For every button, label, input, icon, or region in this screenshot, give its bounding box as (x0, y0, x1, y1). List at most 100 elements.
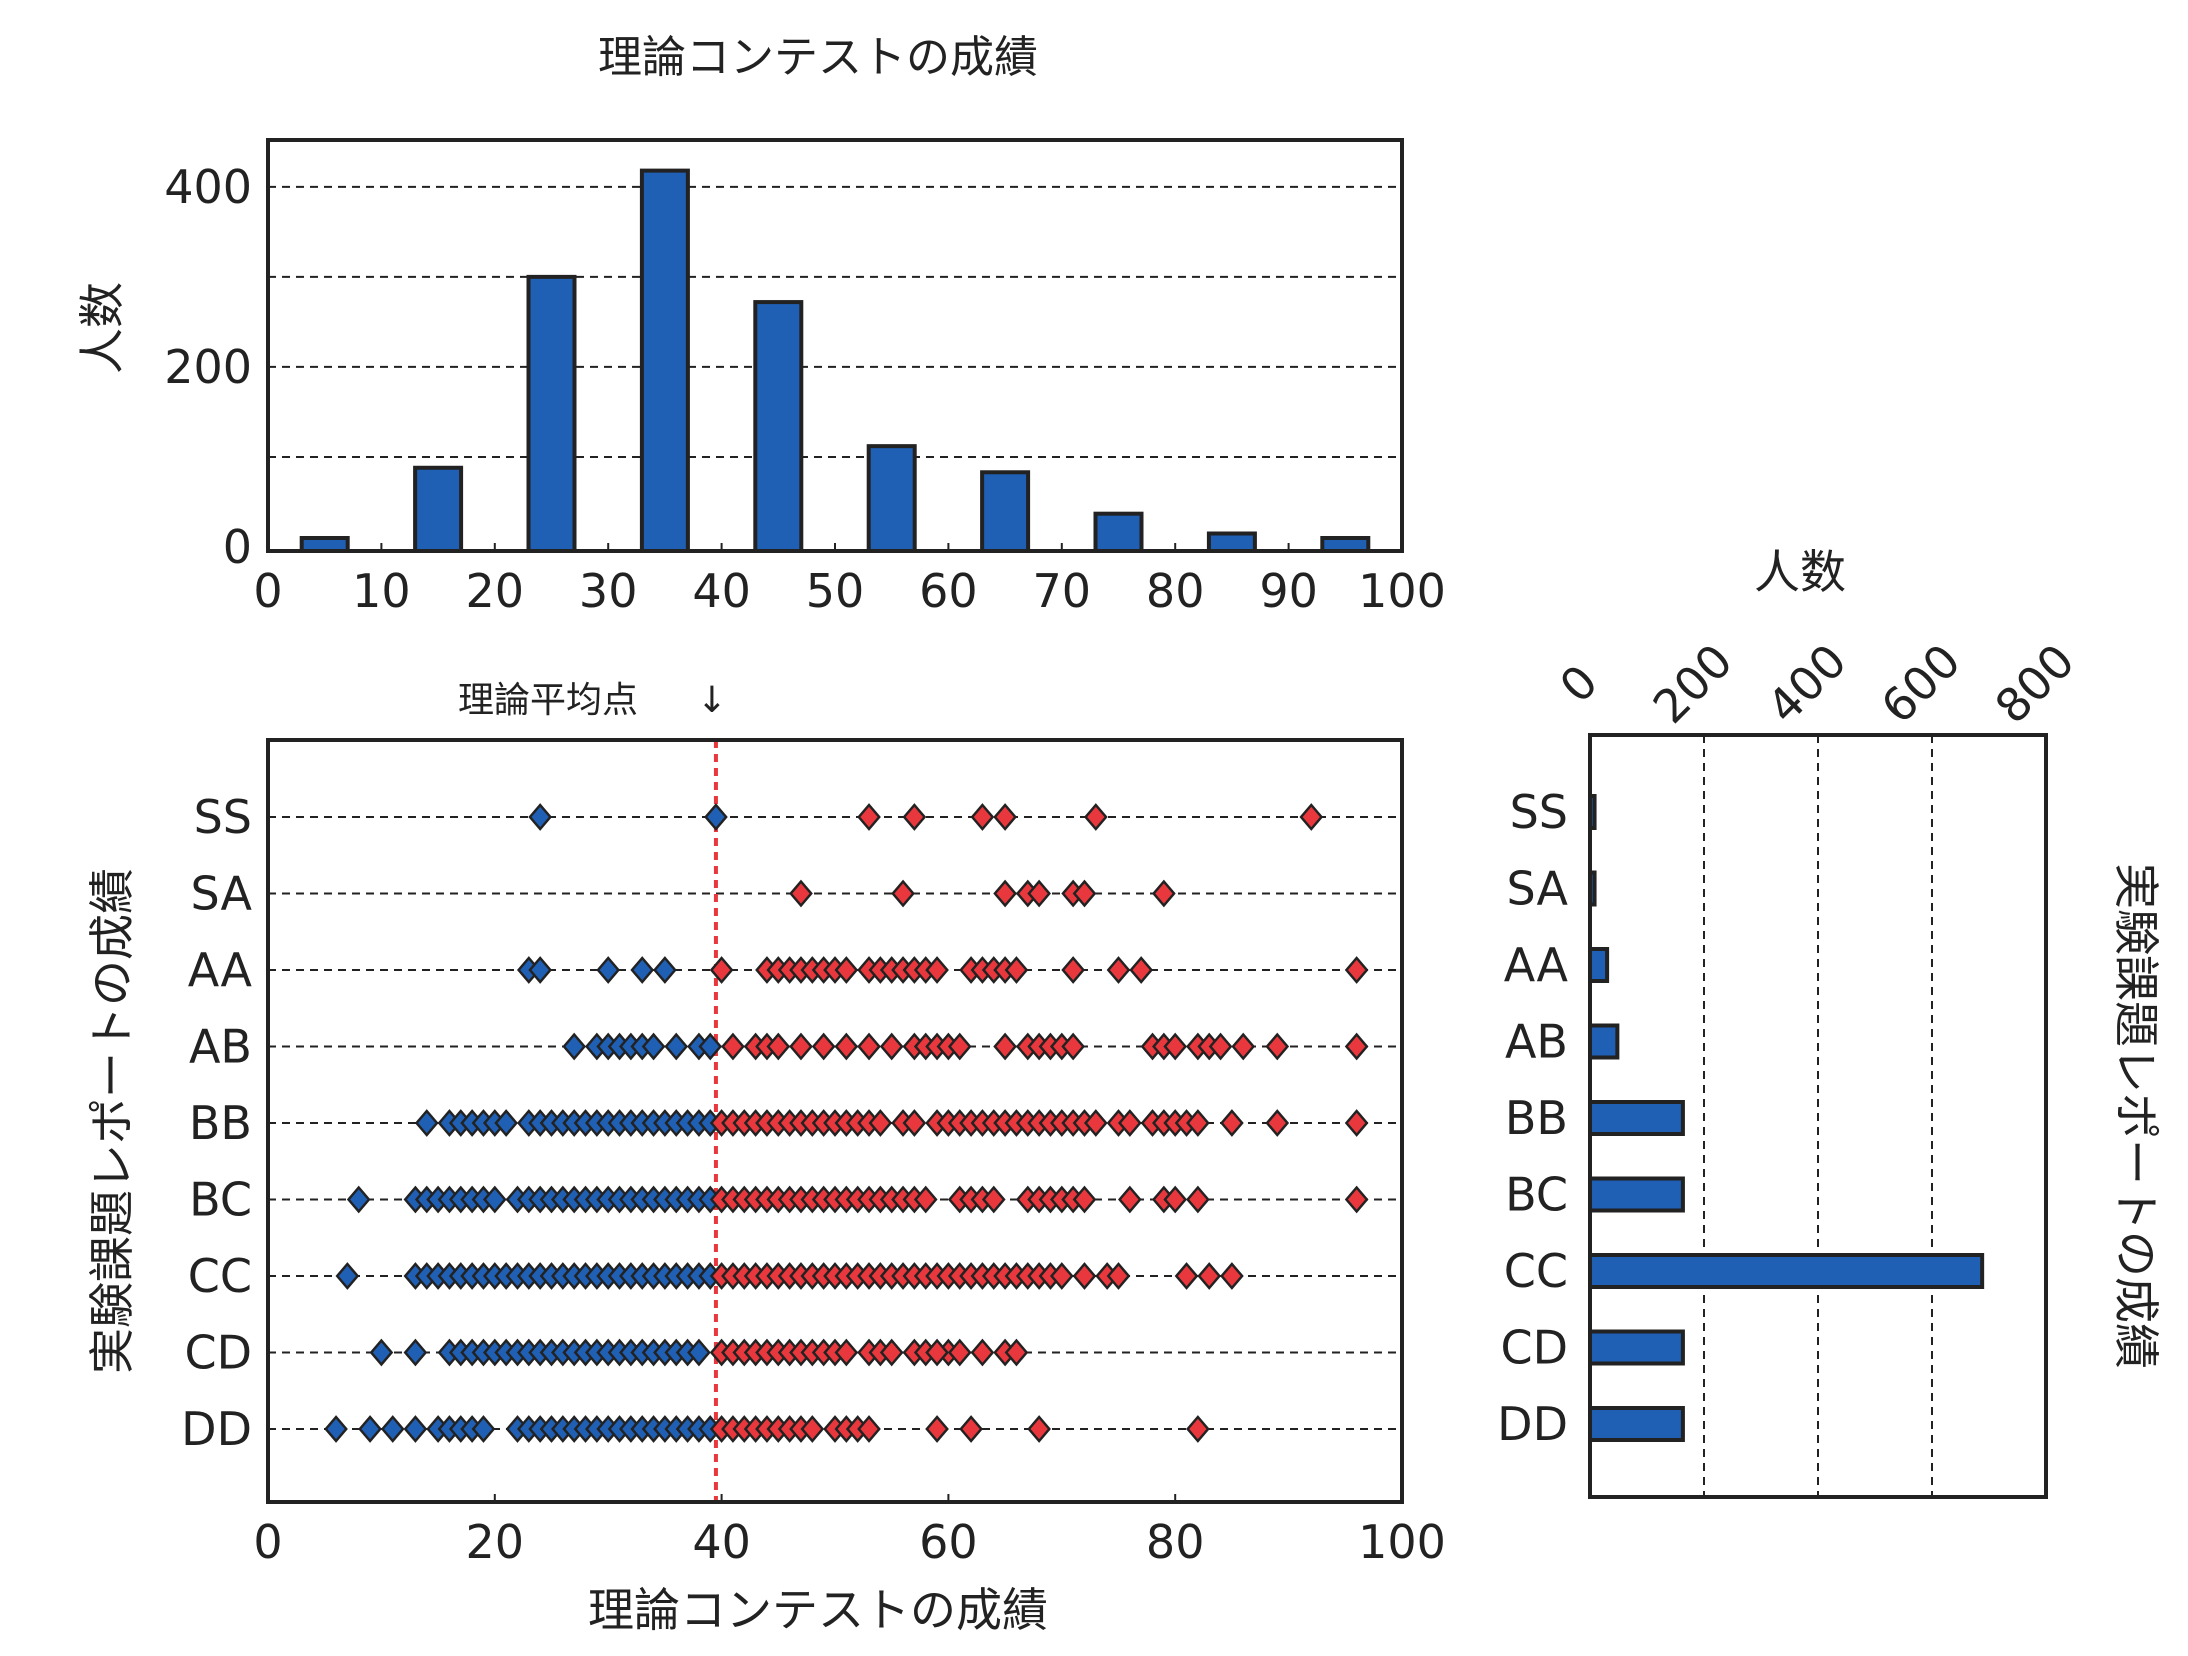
scatter-point (913, 1185, 938, 1214)
scatter-point (721, 1032, 745, 1061)
scatter-point (879, 1032, 904, 1061)
histogram-xtick-label: 100 (1358, 564, 1446, 618)
scatter-point (1220, 1262, 1244, 1290)
mean-arrow: ↓ (697, 680, 727, 721)
report-count-bar (1588, 1100, 1685, 1136)
histogram-bar (526, 274, 577, 553)
report-count-category-label: CD (1500, 1321, 1568, 1375)
scatter-point (1186, 1109, 1210, 1137)
report-count-category-label: BC (1505, 1168, 1568, 1222)
scatter-point (993, 1032, 1017, 1061)
scatter-points (324, 803, 1369, 1443)
histogram-xtick-label: 30 (579, 564, 638, 618)
scatter-point (1220, 1109, 1244, 1137)
scatter-point (482, 1185, 507, 1214)
histogram-chart: 理論コンテストの成績 人数 0 10 20 30 40 50 60 70 80 90 100 0 20… (75, 32, 1446, 618)
report-count-bar (1588, 947, 1610, 983)
scatter-point (1152, 879, 1176, 908)
scatter-point (857, 1415, 881, 1443)
scatter-point (562, 1032, 587, 1061)
scatter-point (528, 803, 553, 831)
scatter-point (403, 1415, 428, 1443)
histogram-xticks: 0 10 20 30 40 50 60 70 80 90 100 (253, 543, 1446, 618)
scatter-xtick-label: 0 (253, 1515, 282, 1569)
report-count-xtick-label: 200 (1643, 634, 1743, 734)
scatter-category-label: AB (189, 1020, 252, 1074)
scatter-point (947, 1338, 972, 1367)
scatter-point (902, 803, 927, 831)
scatter-point (403, 1338, 428, 1367)
report-count-bar (1588, 1023, 1620, 1060)
histogram-ylabel: 人数 (75, 282, 129, 374)
scatter-point (834, 956, 859, 984)
histogram-bar (753, 300, 804, 553)
scatter-point (358, 1415, 382, 1443)
scatter-point (925, 1338, 949, 1367)
scatter-point (664, 1032, 689, 1061)
scatter-point (1163, 1185, 1188, 1214)
scatter-point (1061, 1032, 1085, 1061)
scatter-point (834, 1338, 859, 1367)
mean-label: 理論平均点 (458, 680, 638, 721)
scatter-point (993, 879, 1017, 908)
scatter-point (993, 803, 1017, 831)
scatter-point (1072, 1262, 1097, 1290)
scatter-point (1106, 1262, 1131, 1290)
scatter-point (868, 1109, 893, 1137)
scatter-point (1061, 956, 1085, 984)
scatter-category-label: SS (194, 790, 252, 844)
scatter-point (1083, 1109, 1108, 1137)
report-count-category-label: SA (1506, 862, 1568, 916)
scatter-category-label: AA (188, 943, 253, 997)
histogram-xtick-label: 80 (1146, 564, 1205, 618)
report-count-xtick-label: 800 (1985, 634, 2085, 734)
scatter-point (369, 1338, 394, 1367)
scatter-point (1186, 1185, 1210, 1214)
scatter-point (970, 1338, 995, 1367)
scatter-point (800, 1415, 825, 1443)
scatter-point (959, 1415, 983, 1443)
scatter-point (834, 1032, 859, 1061)
scatter-xtick-label: 20 (466, 1515, 525, 1569)
histogram-ytick-label: 0 (223, 520, 252, 574)
histogram-ytick-label: 200 (164, 340, 252, 394)
scatter-ylabel: 実験課題レポートの成績 (85, 868, 139, 1374)
scatter-point (789, 879, 813, 908)
scatter-point (596, 956, 621, 984)
scatter-category-label: CC (188, 1249, 252, 1303)
histogram-xtick-label: 60 (919, 564, 978, 618)
report-count-bar (1588, 1253, 1985, 1289)
scatter-point (630, 956, 655, 984)
scatter-point (902, 1109, 927, 1137)
scatter-point (766, 1032, 791, 1061)
scatter-point (1027, 879, 1051, 908)
scatter-point (1004, 956, 1029, 984)
scatter-point (324, 1415, 348, 1443)
scatter-point (335, 1262, 360, 1290)
scatter-xtick-label: 40 (692, 1515, 751, 1569)
scatter-xtick-label: 60 (919, 1515, 978, 1569)
scatter-point (970, 803, 995, 831)
histogram-bar (413, 465, 464, 553)
scatter-point (641, 1032, 666, 1061)
scatter-xticks: 0 20 40 60 80 100 (253, 1494, 1446, 1569)
report-count-chart: 人数 0 200 400 600 800 SS SA AA AB BB BC CC CD DD 実験課題… (1497, 545, 2163, 1499)
scatter-point (380, 1415, 405, 1443)
scatter-point (1106, 956, 1131, 984)
scatter-point (414, 1109, 439, 1137)
histogram-xtick-label: 50 (806, 564, 865, 618)
histogram-ytick-label: 400 (164, 160, 252, 214)
scatter-point (1027, 1415, 1051, 1443)
report-count-category-label: AB (1505, 1015, 1568, 1069)
scatter-point (1174, 1262, 1199, 1290)
scatter-point (1117, 1185, 1142, 1214)
scatter-point (1344, 1109, 1369, 1137)
scatter-point (471, 1415, 496, 1443)
scatter-point (494, 1109, 518, 1137)
report-count-category-label: CC (1504, 1244, 1568, 1298)
histogram-grid (268, 185, 1402, 458)
report-count-xtick-label: 0 (1549, 654, 1608, 713)
scatter-point (1163, 1032, 1188, 1061)
histogram-yticks: 0 200 400 (164, 160, 252, 574)
